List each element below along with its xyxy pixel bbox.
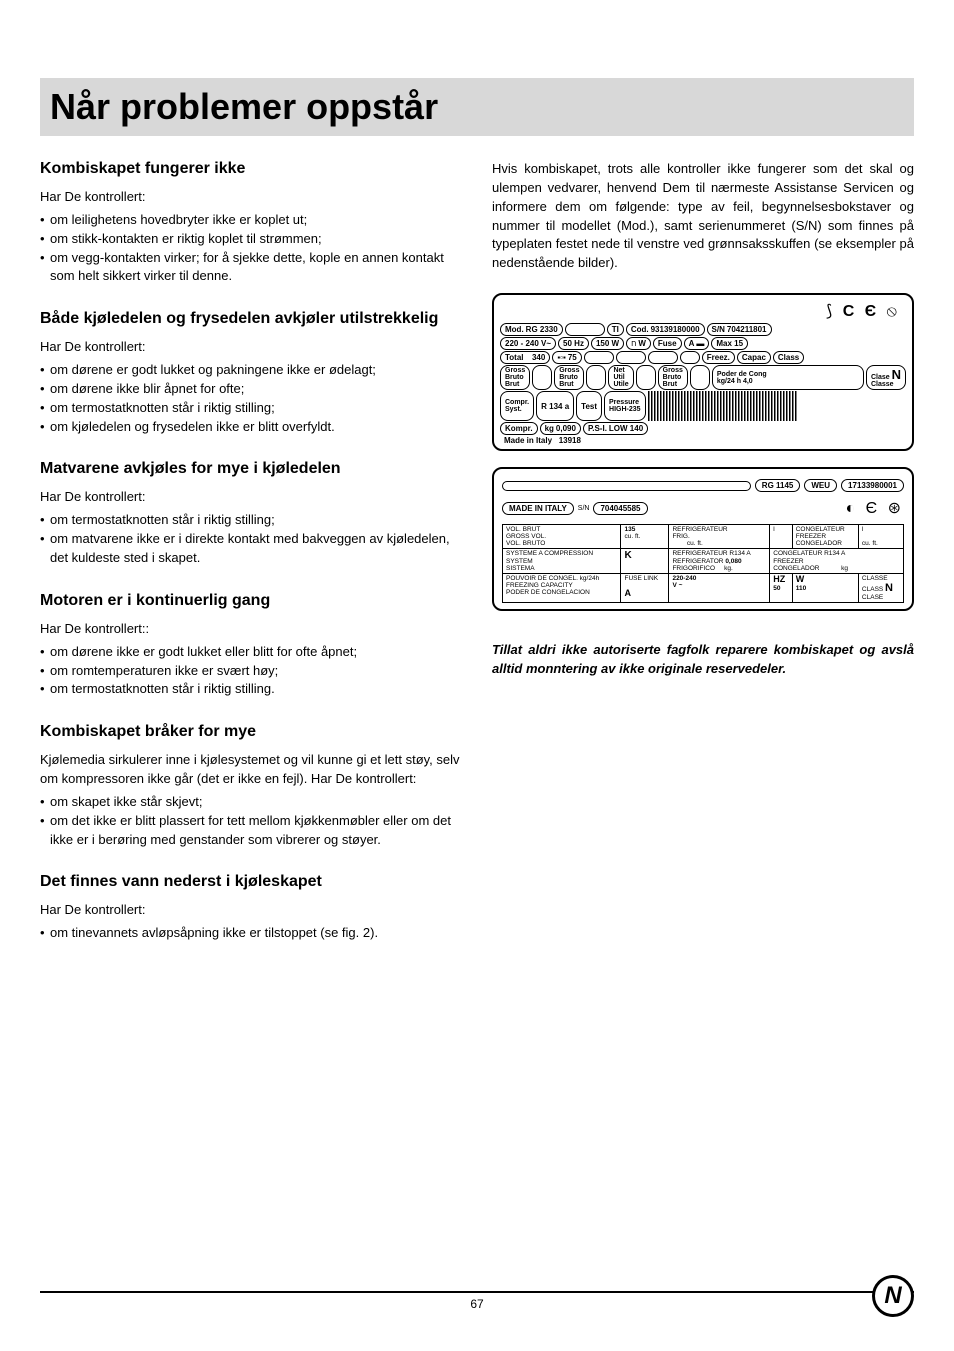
troubleshoot-section: Kombiskapet fungerer ikke Har De kontroll… xyxy=(40,160,462,286)
content-columns: Kombiskapet fungerer ikke Har De kontroll… xyxy=(40,160,914,967)
check-item: om leilighetens hovedbryter ikke er kopl… xyxy=(40,211,462,230)
section-intro: Har De kontrollert:: xyxy=(40,620,462,639)
section-heading: Det finnes vann nederst i kjøleskapet xyxy=(40,873,462,891)
troubleshoot-section: Kombiskapet bråker for mye Kjølemedia sir… xyxy=(40,723,462,849)
page-footer: 67 N xyxy=(40,1291,914,1311)
check-item: om vegg-kontakten virker; for å sjekke d… xyxy=(40,249,462,287)
section-body: Kjølemedia sirkulerer inne i kjølesystem… xyxy=(40,751,462,789)
check-item: om termostatknotten står i riktig stilli… xyxy=(40,511,462,530)
check-list: om termostatknotten står i riktig stilli… xyxy=(40,511,462,568)
check-list: om tinevannets avløpsåpning ikke er tils… xyxy=(40,924,462,943)
troubleshoot-section: Både kjøledelen og frysedelen avkjøler u… xyxy=(40,310,462,436)
left-column: Kombiskapet fungerer ikke Har De kontroll… xyxy=(40,160,462,967)
section-heading: Både kjøledelen og frysedelen avkjøler u… xyxy=(40,310,462,328)
check-list: om leilighetens hovedbryter ikke er kopl… xyxy=(40,211,462,286)
check-list: om dørene er godt lukket og pakningene i… xyxy=(40,361,462,436)
check-item: om stikk-kontakten er riktig koplet til … xyxy=(40,230,462,249)
check-item: om matvarene ikke er i direkte kontakt m… xyxy=(40,530,462,568)
troubleshoot-section: Det finnes vann nederst i kjøleskapet Har… xyxy=(40,873,462,943)
type-plate-1: ⟆ C Є ⦸ Mod. RG 2330 TI Cod. 93139180000… xyxy=(492,293,914,451)
check-item: om dørene ikke er godt lukket eller blit… xyxy=(40,643,462,662)
page-number: 67 xyxy=(470,1297,483,1311)
section-intro: Har De kontrollert: xyxy=(40,188,462,207)
section-intro: Har De kontrollert: xyxy=(40,901,462,920)
check-item: om dørene ikke blir åpnet for ofte; xyxy=(40,380,462,399)
check-list: om dørene ikke er godt lukket eller blit… xyxy=(40,643,462,700)
troubleshoot-section: Motoren er i kontinuerlig gang Har De kon… xyxy=(40,592,462,699)
troubleshoot-section: Matvarene avkjøles for mye i kjøledelen H… xyxy=(40,460,462,567)
check-item: om romtemperaturen ikke er svært høy; xyxy=(40,662,462,681)
check-item: om termostatknotten står i riktig stilli… xyxy=(40,399,462,418)
barcode xyxy=(648,391,798,421)
section-intro: Har De kontrollert: xyxy=(40,488,462,507)
check-item: om termostatknotten står i riktig stilli… xyxy=(40,680,462,699)
warning-text: Tillat aldri ikke autoriserte fagfolk re… xyxy=(492,641,914,679)
vol-label: VOL. BRUTGROSS VOL.VOL. BRUTO xyxy=(506,526,546,547)
right-column: Hvis kombiskapet, trots alle kontroller … xyxy=(492,160,914,967)
section-intro: Har De kontrollert: xyxy=(40,338,462,357)
section-heading: Matvarene avkjøles for mye i kjøledelen xyxy=(40,460,462,478)
check-item: om dørene er godt lukket og pakningene i… xyxy=(40,361,462,380)
check-item: om det ikke er blitt plassert for tett m… xyxy=(40,812,462,850)
section-heading: Kombiskapet fungerer ikke xyxy=(40,160,462,178)
type-plate-2: RG 1145 WEU 17133980001 MADE IN ITALY S/… xyxy=(492,467,914,611)
section-heading: Kombiskapet bråker for mye xyxy=(40,723,462,741)
check-item: om skapet ikke står skjevt; xyxy=(40,793,462,812)
title-bar: Når problemer oppstår xyxy=(40,78,914,136)
cert-icons: ⟆ C Є ⦸ xyxy=(500,301,906,321)
section-heading: Motoren er i kontinuerlig gang xyxy=(40,592,462,610)
language-badge: N xyxy=(872,1275,914,1317)
check-item: om kjøledelen og frysedelen ikke er blit… xyxy=(40,418,462,437)
check-list: om skapet ikke står skjevt;om det ikke e… xyxy=(40,793,462,850)
check-item: om tinevannets avløpsåpning ikke er tils… xyxy=(40,924,462,943)
page-title: Når problemer oppstår xyxy=(50,86,914,128)
service-paragraph: Hvis kombiskapet, trots alle kontroller … xyxy=(492,160,914,273)
